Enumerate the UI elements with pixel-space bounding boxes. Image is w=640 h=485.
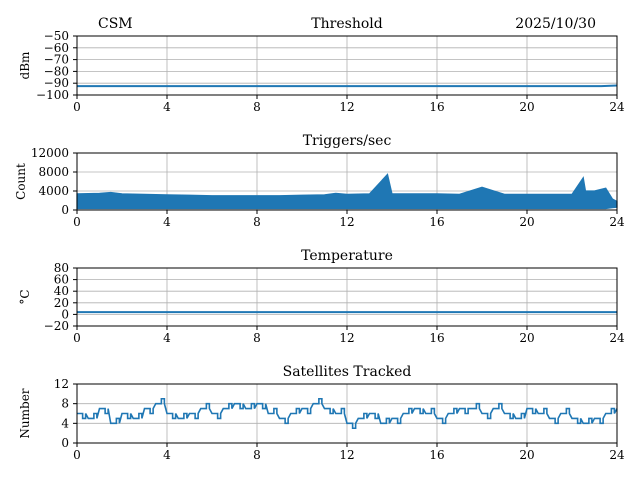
panel-2-xtick-label-6: 24: [609, 215, 625, 229]
panel-1-xtick-label-0: 0: [73, 100, 81, 114]
panel-4-ytick-label-2: 8: [61, 397, 69, 411]
panel-3-xtick-label-4: 16: [429, 331, 444, 345]
panel-2-xtick-label-4: 16: [429, 215, 444, 229]
panel-4-ytick-label-3: 12: [54, 377, 69, 391]
panel-1-ytick-label-1: −90: [44, 76, 69, 90]
panel-4-xtick-label-4: 16: [429, 448, 444, 462]
panel-1-ytick-label-4: −60: [44, 41, 69, 55]
panel-3-xtick-label-1: 4: [163, 331, 171, 345]
panel-3-xtick-label-2: 8: [253, 331, 261, 345]
panel-2-ytick-label-0: 0: [61, 203, 69, 217]
panel-1-ytick-label-2: −80: [44, 64, 69, 78]
panel-3-ytick-label-3: 40: [54, 284, 69, 298]
panel-2-ytick-label-2: 8000: [38, 165, 69, 179]
panel-1-xtick-label-6: 24: [609, 100, 625, 114]
panel-1-series-line: [77, 84, 618, 88]
panel-3-xtick-label-0: 0: [73, 331, 81, 345]
panel-1-xtick-label-3: 12: [339, 100, 354, 114]
panel-3-ytick-label-1: 0: [61, 307, 69, 321]
panel-4-xtick-label-1: 4: [163, 448, 171, 462]
panel-3-xtick-label-3: 12: [339, 331, 354, 345]
panel-3-xtick-label-5: 20: [519, 331, 534, 345]
panel-3-ytick-label-5: 80: [54, 261, 69, 275]
panel-4-ylabel: Number: [18, 388, 32, 438]
panel-3-ytick-label-0: −20: [44, 319, 69, 333]
panel-1-xtick-label-5: 20: [519, 100, 534, 114]
panel-2-xtick-label-1: 4: [163, 215, 171, 229]
header-left-label: CSM: [98, 16, 133, 32]
panel-2-xtick-label-5: 20: [519, 215, 534, 229]
panel-2-ytick-label-3: 12000: [31, 146, 69, 160]
panel-2-xtick-label-0: 0: [73, 215, 81, 229]
panel-4-xtick-label-3: 12: [339, 448, 354, 462]
header-date-label: 2025/10/30: [515, 16, 596, 32]
panel-4-xtick-label-5: 20: [519, 448, 534, 462]
panel-4-xtick-label-2: 8: [253, 448, 261, 462]
panel-3-ytick-label-4: 60: [54, 273, 69, 287]
panel-4-title: Satellites Tracked: [283, 364, 412, 380]
panel-4-ytick-label-1: 4: [61, 416, 69, 430]
panel-2-xtick-label-2: 8: [253, 215, 261, 229]
panel-1-ylabel: dBm: [18, 51, 32, 80]
panel-2-ytick-label-1: 4000: [38, 184, 69, 198]
panel-1-title: Threshold: [311, 16, 382, 32]
panel-1-xtick-label-1: 4: [163, 100, 171, 114]
panel-2-ylabel: Count: [14, 163, 28, 200]
panel-4-xtick-label-0: 0: [73, 448, 81, 462]
panel-1-ytick-label-0: −100: [36, 88, 69, 102]
panel-1-xtick-label-4: 16: [429, 100, 444, 114]
panel-2-xtick-label-3: 12: [339, 215, 354, 229]
panel-3-title: Temperature: [301, 248, 393, 264]
panel-2-title: Triggers/sec: [303, 133, 392, 149]
panel-3-ytick-label-2: 20: [54, 296, 69, 310]
panel-3-xtick-label-6: 24: [609, 331, 625, 345]
panel-4-series-line: [77, 397, 618, 430]
panel-3-ylabel: °C: [18, 289, 32, 304]
panel-1-ytick-label-3: −70: [44, 53, 69, 67]
panel-1-ytick-label-5: −50: [44, 29, 69, 43]
panel-4-xtick-label-6: 24: [609, 448, 625, 462]
panel-4-ytick-label-0: 0: [61, 436, 69, 450]
panel-1-xtick-label-2: 8: [253, 100, 261, 114]
